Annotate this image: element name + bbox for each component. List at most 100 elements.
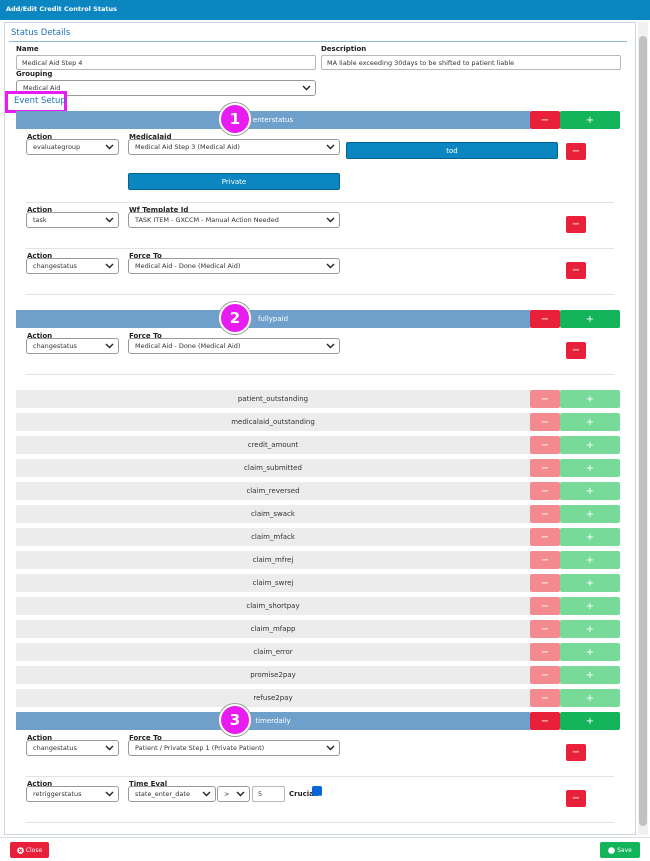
scrollbar[interactable]: [638, 22, 648, 835]
chevron-icon: [105, 217, 114, 223]
event-header[interactable]: timerdaily: [16, 712, 530, 730]
add-event-button[interactable]: +: [560, 505, 620, 523]
remove-event-button[interactable]: −: [530, 666, 560, 684]
event-header[interactable]: claim_mfapp: [16, 620, 530, 638]
step-badge: 2: [219, 302, 251, 334]
event-setup-highlight: Event Setup: [5, 91, 67, 113]
action-button[interactable]: Private: [128, 173, 340, 190]
add-event-button[interactable]: +: [560, 551, 620, 569]
remove-action-button[interactable]: −: [566, 262, 586, 279]
event-name: enterstatus: [252, 116, 294, 124]
add-event-button[interactable]: +: [560, 712, 620, 730]
operator-select[interactable]: >: [217, 786, 250, 802]
target-select[interactable]: Medical Aid Step 3 (Medical Aid): [128, 139, 340, 155]
time-eval-select[interactable]: state_enter_date: [128, 786, 216, 802]
remove-event-button[interactable]: −: [530, 620, 560, 638]
add-event-button[interactable]: +: [560, 436, 620, 454]
event-name: fullypaid: [257, 315, 289, 323]
event-header[interactable]: claim_reversed: [16, 482, 530, 500]
event-name: timerdaily: [255, 717, 291, 725]
crucial-checkbox[interactable]: [312, 786, 322, 802]
button-label: Save: [617, 846, 632, 854]
chevron-icon: [105, 263, 114, 269]
event-name: promise2pay: [250, 671, 296, 679]
event-header[interactable]: claim_shortpay: [16, 597, 530, 615]
target-select[interactable]: Patient / Private Step 1 (Private Patien…: [128, 740, 340, 756]
event-header[interactable]: claim_swrej: [16, 574, 530, 592]
event-header[interactable]: claim_error: [16, 643, 530, 661]
row-divider: [26, 776, 614, 777]
action-select[interactable]: changestatus: [26, 258, 119, 274]
field-label: Wf Template Id: [129, 206, 189, 214]
remove-event-button[interactable]: −: [530, 689, 560, 707]
event-header[interactable]: credit_amount: [16, 436, 530, 454]
action-button[interactable]: tod: [346, 142, 558, 159]
save-button[interactable]: Save: [600, 842, 640, 858]
chevron-icon: [105, 791, 114, 797]
add-event-button[interactable]: +: [560, 597, 620, 615]
remove-event-button[interactable]: −: [530, 459, 560, 477]
add-event-button[interactable]: +: [560, 482, 620, 500]
remove-action-button[interactable]: −: [566, 143, 586, 160]
event-header[interactable]: claim_mfrej: [16, 551, 530, 569]
remove-event-button[interactable]: −: [530, 643, 560, 661]
remove-event-button[interactable]: −: [530, 597, 560, 615]
grouping-select[interactable]: Medical Aid: [16, 80, 316, 96]
target-select[interactable]: Medical Aid - Done (Medical Aid): [128, 258, 340, 274]
add-event-button[interactable]: +: [560, 620, 620, 638]
event-header[interactable]: enterstatus: [16, 111, 530, 129]
remove-event-button[interactable]: −: [530, 413, 560, 431]
remove-action-button[interactable]: −: [566, 744, 586, 761]
add-event-button[interactable]: +: [560, 413, 620, 431]
remove-event-button[interactable]: −: [530, 390, 560, 408]
field-label: Action: [27, 252, 53, 260]
action-select[interactable]: changestatus: [26, 338, 119, 354]
event-header[interactable]: medicalaid_outstanding: [16, 413, 530, 431]
event-name: claim_shortpay: [246, 602, 300, 610]
amount-input[interactable]: 5: [252, 786, 285, 802]
close-button[interactable]: Close: [10, 842, 49, 858]
event-header[interactable]: fullypaid: [16, 310, 530, 328]
action-select[interactable]: retriggerstatus: [26, 786, 119, 802]
remove-event-button[interactable]: −: [530, 712, 560, 730]
remove-action-button[interactable]: −: [566, 790, 586, 807]
event-header[interactable]: claim_swack: [16, 505, 530, 523]
name-input[interactable]: Medical Aid Step 4: [16, 55, 316, 70]
target-select[interactable]: TASK ITEM - GXCCM - Manual Action Needed: [128, 212, 340, 228]
event-header[interactable]: patient_outstanding: [16, 390, 530, 408]
remove-event-button[interactable]: −: [530, 436, 560, 454]
add-event-button[interactable]: +: [560, 111, 620, 129]
event-header[interactable]: claim_mfack: [16, 528, 530, 546]
action-select[interactable]: evaluategroup: [26, 139, 119, 155]
select-value: state_enter_date: [135, 790, 190, 798]
remove-action-button[interactable]: −: [566, 216, 586, 233]
remove-action-button[interactable]: −: [566, 342, 586, 359]
action-select[interactable]: task: [26, 212, 119, 228]
close-icon: [17, 846, 24, 854]
event-header[interactable]: refuse2pay: [16, 689, 530, 707]
add-event-button[interactable]: +: [560, 689, 620, 707]
description-input[interactable]: MA liable exceeding 30days to be shifted…: [321, 55, 621, 70]
remove-event-button[interactable]: −: [530, 528, 560, 546]
add-event-button[interactable]: +: [560, 666, 620, 684]
remove-event-button[interactable]: −: [530, 111, 560, 129]
remove-event-button[interactable]: −: [530, 505, 560, 523]
remove-event-button[interactable]: −: [530, 551, 560, 569]
scroll-thumb[interactable]: [639, 36, 647, 826]
add-event-button[interactable]: +: [560, 390, 620, 408]
remove-event-button[interactable]: −: [530, 310, 560, 328]
select-value: >: [224, 790, 230, 798]
target-select[interactable]: Medical Aid - Done (Medical Aid): [128, 338, 340, 354]
add-event-button[interactable]: +: [560, 574, 620, 592]
add-event-button[interactable]: +: [560, 310, 620, 328]
remove-event-button[interactable]: −: [530, 574, 560, 592]
row-divider: [26, 294, 614, 295]
add-event-button[interactable]: +: [560, 459, 620, 477]
event-header[interactable]: promise2pay: [16, 666, 530, 684]
chevron-icon: [105, 343, 114, 349]
event-header[interactable]: claim_submitted: [16, 459, 530, 477]
remove-event-button[interactable]: −: [530, 482, 560, 500]
add-event-button[interactable]: +: [560, 528, 620, 546]
action-select[interactable]: changestatus: [26, 740, 119, 756]
add-event-button[interactable]: +: [560, 643, 620, 661]
